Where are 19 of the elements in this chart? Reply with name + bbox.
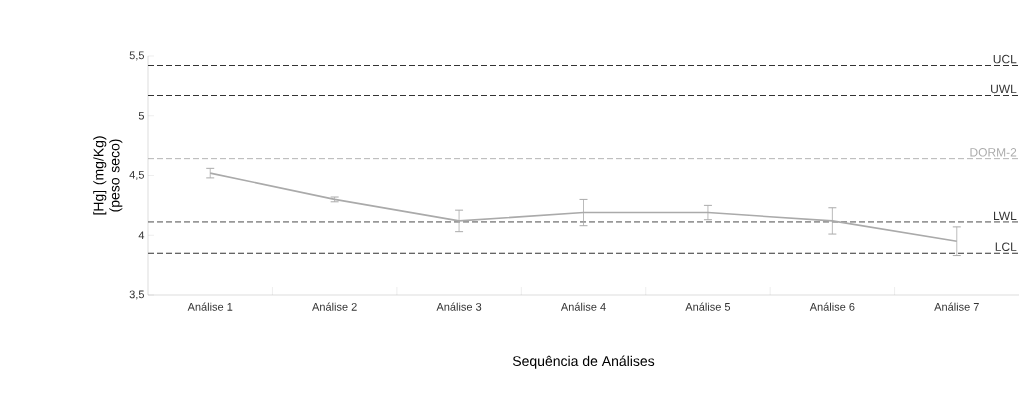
ref-line-label: LCL [995, 242, 1017, 251]
x-tick-label: Análise 1 [187, 302, 233, 311]
x-tick-label: Análise 2 [312, 302, 357, 311]
ref-line-label: UCL [993, 54, 1017, 64]
x-tick-label: Análise 6 [809, 302, 855, 311]
y-axis-title: [Hg] (mg/Kg) (peso seco) [93, 136, 123, 215]
y-tick-label: 4 [138, 231, 145, 240]
x-tick-label: Análise 5 [685, 302, 731, 311]
y-tick-label: 5,5 [129, 51, 144, 61]
y-tick-label: 4,5 [129, 171, 144, 180]
ref-line-label: LWL [994, 211, 1017, 220]
x-tick-label: Análise 3 [436, 302, 482, 311]
x-tick-label: Análise 7 [934, 302, 979, 311]
ref-line-label: UWL [991, 84, 1017, 94]
ref-line-label: DORM-2 [970, 148, 1017, 157]
x-axis-title: Sequência de Análises [512, 355, 655, 369]
y-tick-label: 5 [138, 111, 144, 120]
x-tick-label: Análise 4 [560, 302, 606, 311]
y-tick-label: 3,5 [129, 290, 144, 300]
